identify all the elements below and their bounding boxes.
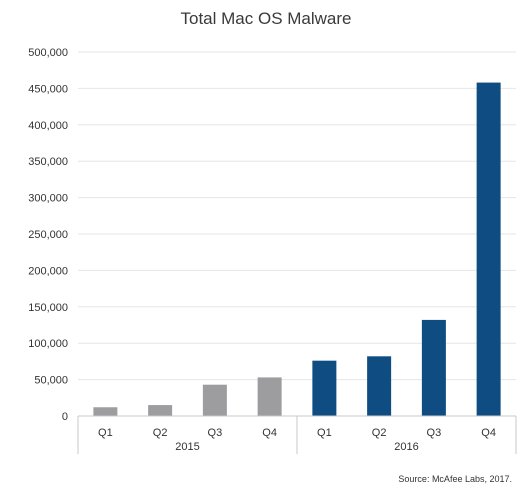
y-tick-label: 350,000 bbox=[28, 156, 68, 168]
bar bbox=[312, 360, 337, 416]
bar bbox=[148, 405, 173, 416]
chart-title: Total Mac OS Malware bbox=[181, 9, 352, 28]
x-tick-label: Q3 bbox=[427, 427, 442, 439]
bar bbox=[367, 356, 392, 416]
bar bbox=[476, 82, 501, 417]
y-tick-label: 50,000 bbox=[34, 375, 68, 387]
bar bbox=[257, 377, 282, 416]
bar bbox=[93, 407, 118, 416]
x-tick-label: Q1 bbox=[98, 427, 113, 439]
y-tick-label: 300,000 bbox=[28, 193, 68, 205]
y-tick-label: 150,000 bbox=[28, 302, 68, 314]
group-label: 2016 bbox=[394, 441, 418, 453]
y-axis: 0 50,000 100,000 150,000 200,000 250,000 300,0… bbox=[28, 47, 68, 423]
gridlines bbox=[78, 51, 516, 381]
x-axis: Q1 Q2 Q3 Q4 Q1 Q2 Q3 Q4 2015 2016 bbox=[77, 415, 517, 454]
x-tick-label: Q4 bbox=[262, 427, 277, 439]
source-note: Source: McAfee Labs, 2017. bbox=[398, 474, 512, 484]
x-tick-label: Q4 bbox=[481, 427, 496, 439]
x-tick-label: Q2 bbox=[153, 427, 168, 439]
x-tick-label: Q1 bbox=[317, 427, 332, 439]
bars bbox=[93, 82, 501, 417]
y-tick-label: 400,000 bbox=[28, 120, 68, 132]
bar bbox=[421, 319, 446, 416]
y-tick-label: 0 bbox=[62, 411, 68, 423]
group-label: 2015 bbox=[175, 441, 199, 453]
y-tick-label: 450,000 bbox=[28, 83, 68, 95]
x-tick-label: Q3 bbox=[208, 427, 223, 439]
y-tick-label: 250,000 bbox=[28, 229, 68, 241]
y-tick-label: 100,000 bbox=[28, 338, 68, 350]
y-tick-label: 500,000 bbox=[28, 47, 68, 59]
y-tick-label: 200,000 bbox=[28, 265, 68, 277]
x-tick-label: Q2 bbox=[372, 427, 387, 439]
bar bbox=[202, 384, 227, 416]
